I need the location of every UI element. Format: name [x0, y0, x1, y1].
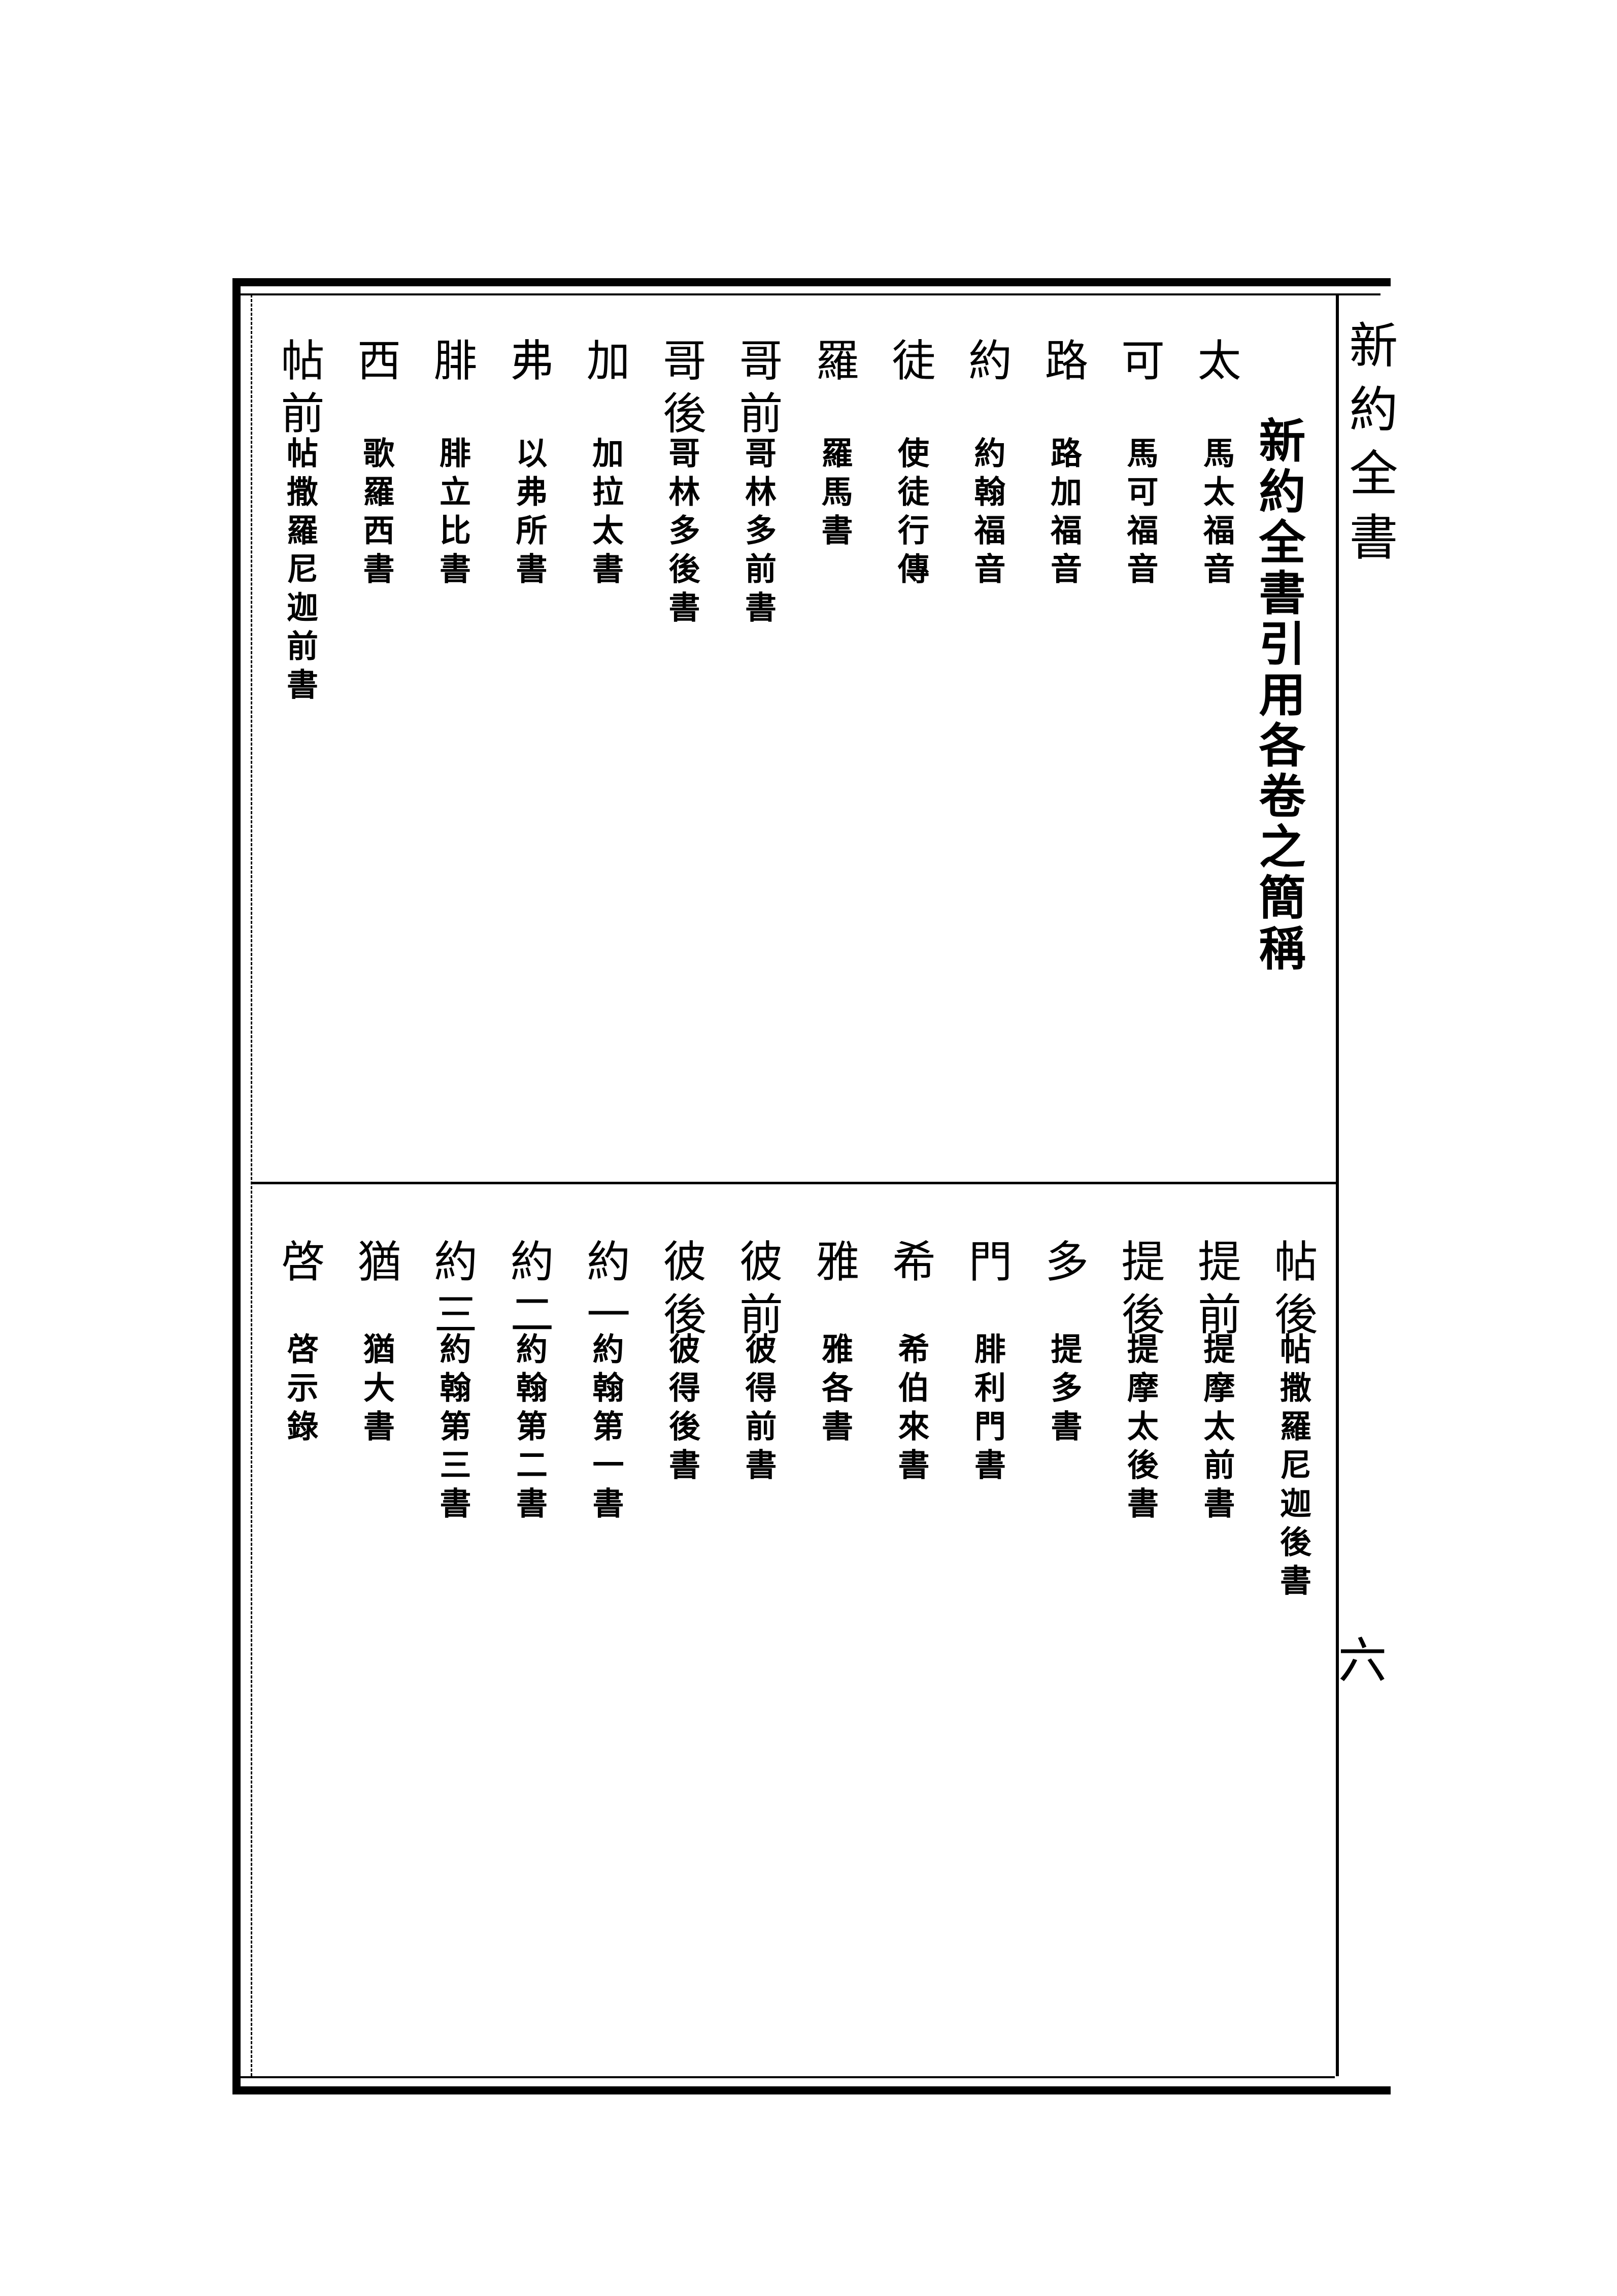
entry-abbreviation: 猶: [350, 1239, 400, 1291]
entry-full-name: 雅各書: [816, 1333, 853, 1448]
entry-full-name: 加拉太書: [587, 437, 624, 591]
entry-full-name: 彼得後書: [663, 1333, 700, 1487]
entry-abbreviation: 提後: [1114, 1239, 1164, 1344]
section-title: 新約全書引用各卷之簡稱: [1251, 416, 1306, 975]
entry-full-name: 提摩太後書: [1122, 1333, 1159, 1525]
entry-abbreviation: 雅: [808, 1239, 859, 1291]
entry-full-name: 約翰第二書: [511, 1333, 548, 1525]
entry-abbreviation: 西: [349, 338, 400, 390]
entry-full-name: 哥林多前書: [739, 437, 777, 629]
entry-abbreviation: 哥前: [731, 338, 782, 443]
frame-left-dashed-rule: [251, 294, 252, 2076]
entry-abbreviation: 哥後: [655, 338, 706, 443]
entry-abbreviation: 帖前: [273, 338, 324, 443]
entry-abbreviation: 約一: [579, 1239, 630, 1344]
middle-divider: [251, 1182, 1336, 1184]
entry-abbreviation: 太: [1190, 338, 1240, 390]
entry-abbreviation: 約三: [426, 1239, 477, 1344]
entry-abbreviation: 羅: [807, 338, 859, 390]
entry-full-name: 帖撒羅尼迦前書: [281, 437, 318, 707]
entry-full-name: 猶大書: [358, 1333, 395, 1448]
entry-abbreviation: 彼前: [731, 1239, 783, 1344]
entry-abbreviation: 提前: [1190, 1239, 1241, 1344]
running-head: 新約全書: [1341, 320, 1398, 576]
frame-left-rule: [232, 278, 241, 2094]
entry-full-name: 約翰第一書: [587, 1333, 624, 1525]
entry-abbreviation: 約二: [502, 1239, 553, 1344]
entry-full-name: 約翰福音: [968, 437, 1006, 591]
entry-full-name: 馬太福音: [1198, 437, 1235, 591]
frame-top-thin-rule: [239, 293, 1380, 295]
entry-abbreviation: 彼後: [655, 1239, 706, 1344]
entry-full-name: 提多書: [1045, 1333, 1083, 1448]
entry-full-name: 彼得前書: [739, 1333, 777, 1487]
entry-abbreviation: 多: [1037, 1239, 1088, 1291]
entry-abbreviation: 希: [884, 1239, 935, 1291]
entry-full-name: 使徒行傳: [892, 437, 929, 591]
entry-abbreviation: 可: [1113, 338, 1164, 390]
entry-full-name: 希伯來書: [892, 1333, 930, 1487]
entry-full-name: 羅馬書: [816, 437, 853, 552]
entry-full-name: 約翰第三書: [434, 1333, 471, 1525]
entry-full-name: 哥林多後書: [663, 437, 700, 629]
header-column-separator: [1336, 294, 1339, 2076]
entry-full-name: 路加福音: [1045, 437, 1082, 591]
entry-abbreviation: 約: [960, 338, 1012, 390]
entry-abbreviation: 腓: [426, 338, 477, 390]
entry-full-name: 腓利門書: [969, 1333, 1006, 1487]
entry-abbreviation: 弗: [502, 338, 553, 390]
entry-abbreviation: 啓: [273, 1239, 324, 1291]
entry-abbreviation: 門: [961, 1239, 1012, 1291]
entry-full-name: 馬可福音: [1121, 437, 1159, 591]
entry-abbreviation: 帖後: [1266, 1239, 1317, 1344]
entry-abbreviation: 路: [1037, 338, 1088, 390]
entry-full-name: 提摩太前書: [1198, 1333, 1235, 1525]
page-number: 六: [1330, 1635, 1387, 1683]
entry-full-name: 啓示錄: [281, 1333, 319, 1448]
entry-abbreviation: 徒: [884, 338, 935, 390]
entry-abbreviation: 加: [579, 338, 629, 390]
frame-top-rule: [232, 278, 1391, 286]
entry-full-name: 歌羅西書: [357, 437, 395, 591]
frame-bottom-thin-rule: [239, 2076, 1335, 2078]
entry-full-name: 以弗所書: [510, 437, 548, 591]
entry-full-name: 腓立比書: [434, 437, 471, 591]
frame-bottom-rule: [232, 2086, 1391, 2094]
entry-full-name: 帖撒羅尼迦後書: [1274, 1333, 1311, 1603]
